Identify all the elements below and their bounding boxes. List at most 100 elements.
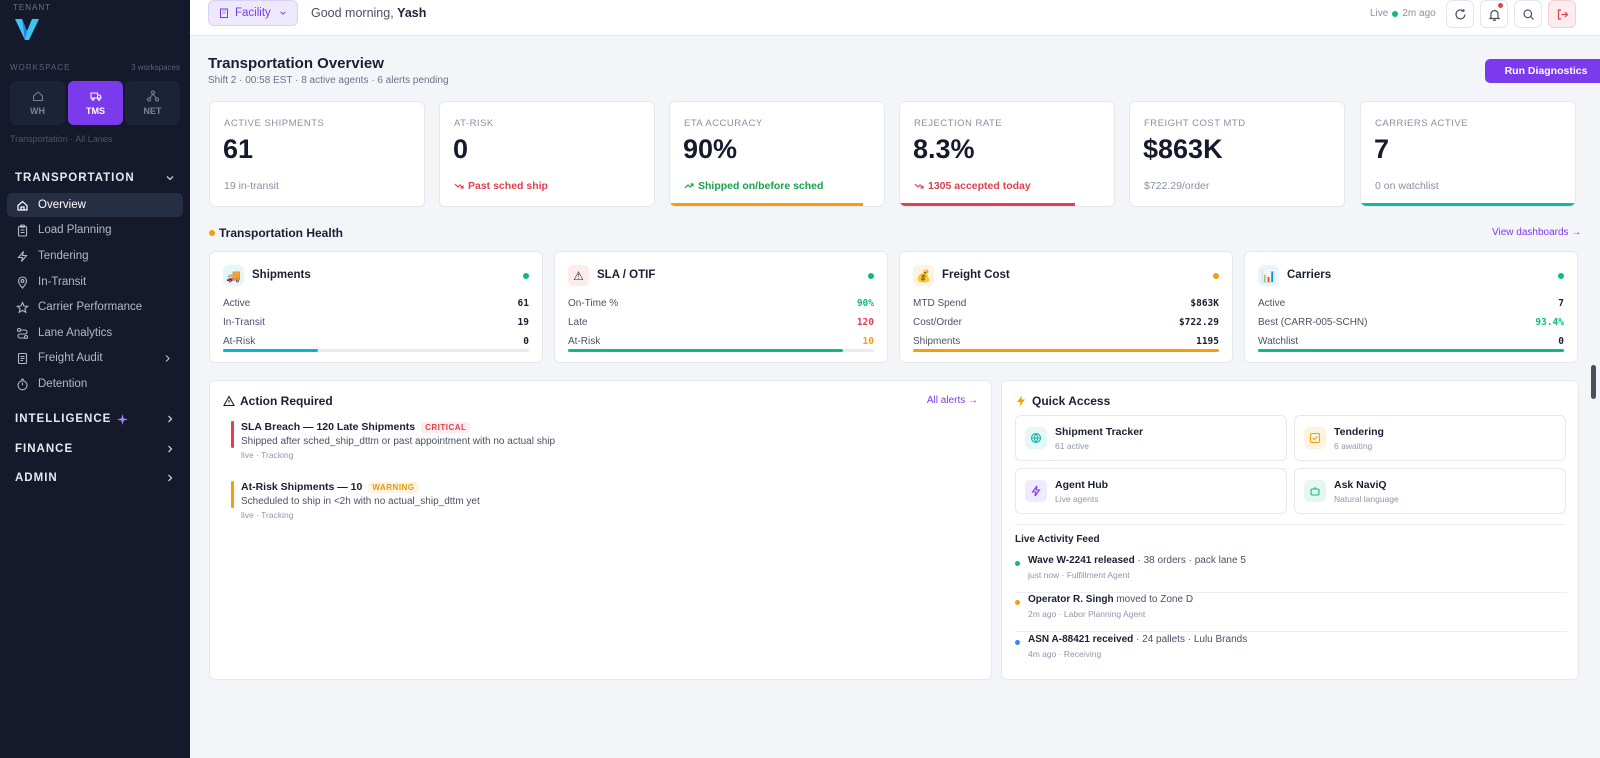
live-time: 2m ago: [1402, 8, 1436, 19]
kpi-progress-bar: [670, 203, 863, 206]
section-transportation[interactable]: TRANSPORTATION: [15, 172, 175, 184]
activity-meta: 2m ago · Labor Planning Agent: [1028, 609, 1146, 619]
nav-item-label: In-Transit: [38, 276, 87, 288]
section-intelligence-label: INTELLIGENCE: [15, 413, 112, 425]
divider: [1015, 524, 1565, 525]
kpi-card[interactable]: ETA ACCURACY 90% Shipped on/before sched: [669, 101, 885, 207]
workspace-net-button[interactable]: NET: [125, 81, 180, 125]
health-card-shipments[interactable]: 🚚 Shipments Active 61 In-Transit 19 At-Risk 0: [209, 251, 543, 363]
alert-item[interactable]: SLA Breach — 120 Late Shipments CRITICAL S…: [231, 421, 991, 460]
card-icon: 🚚: [223, 265, 244, 286]
quick-access-tendering[interactable]: Tendering 6 awaiting: [1294, 415, 1566, 461]
nav-item-label: Freight Audit: [38, 352, 103, 364]
section-intelligence[interactable]: INTELLIGENCE: [15, 413, 175, 425]
view-dashboards-link[interactable]: View dashboards →: [1492, 227, 1582, 238]
bell-icon: [1488, 9, 1500, 21]
activity-feed-item[interactable]: Wave W-2241 released · 38 orders · pack …: [1015, 555, 1567, 593]
section-finance-label: FINANCE: [15, 443, 74, 455]
nav-item-detention[interactable]: Detention: [7, 372, 183, 396]
alert-item[interactable]: At-Risk Shipments — 10 WARNING Scheduled t…: [231, 481, 991, 520]
section-status-dot: [209, 230, 215, 236]
card-icon: ⚠: [568, 265, 589, 286]
activity-feed-item[interactable]: Operator R. Singh moved to Zone D 2m ago …: [1015, 594, 1567, 632]
kpi-card[interactable]: FREIGHT COST MTD $863K $722.29/order: [1129, 101, 1345, 207]
all-alerts-link[interactable]: All alerts →: [926, 395, 978, 406]
severity-rail: [231, 481, 234, 508]
health-metric-row: At-Risk 0: [223, 336, 529, 347]
route-icon: [16, 327, 29, 339]
page-subtitle: Shift 2 · 00:58 EST · 8 active agents · …: [208, 75, 449, 86]
health-section-title: Transportation Health: [219, 226, 344, 240]
alert-description: Shipped after sched_ship_dttm or past ap…: [241, 436, 556, 447]
chevron-right-icon: [168, 445, 173, 453]
activity-text: Operator R. Singh moved to Zone D: [1028, 594, 1567, 605]
metric-value: 0: [1558, 336, 1564, 347]
kpi-subtext: 19 in-transit: [224, 180, 279, 192]
health-card-sla-otif[interactable]: ⚠ SLA / OTIF On-Time % 90% Late 120 At-Risk 10: [554, 251, 888, 363]
card-title: Carriers: [1287, 269, 1332, 281]
activity-meta: 4m ago · Receiving: [1028, 649, 1102, 659]
section-admin[interactable]: ADMIN: [15, 472, 175, 484]
nav-item-label: Overview: [38, 199, 86, 211]
logout-button[interactable]: [1548, 0, 1576, 28]
kpi-card[interactable]: CARRIERS ACTIVE 7 0 on watchlist: [1360, 101, 1576, 207]
activity-subject: Operator R. Singh: [1028, 594, 1114, 605]
receipt-icon: [17, 352, 28, 364]
nav-item-load-planning[interactable]: Load Planning: [7, 218, 183, 242]
logout-icon: [1557, 8, 1568, 20]
quick-access-shipment-tracker[interactable]: Shipment Tracker 61 active: [1015, 415, 1287, 461]
trend-up-icon: [684, 183, 694, 189]
kpi-card[interactable]: REJECTION RATE 8.3% 1305 accepted today: [899, 101, 1115, 207]
kpi-value: 90%: [683, 134, 738, 164]
kpi-value: 7: [1374, 134, 1390, 164]
kpi-subtext: Shipped on/before sched: [684, 180, 823, 192]
kpi-label: ETA ACCURACY: [684, 118, 763, 129]
notifications-button[interactable]: [1480, 0, 1508, 28]
workspace-wh-button[interactable]: WH: [10, 81, 65, 125]
card-title: Shipments: [252, 269, 311, 281]
nav-item-lane-analytics[interactable]: Lane Analytics: [7, 321, 183, 345]
app-logo[interactable]: [14, 16, 40, 42]
progress-track: [913, 349, 1219, 352]
kpi-card[interactable]: AT-RISK 0 Past sched ship: [439, 101, 655, 207]
refresh-button[interactable]: [1446, 0, 1474, 28]
quick-access-ask-naviq[interactable]: Ask NaviQ Natural language: [1294, 468, 1566, 514]
page-title: Transportation Overview: [208, 55, 384, 72]
nav-item-in-transit[interactable]: In-Transit: [7, 270, 183, 294]
nav-item-freight-audit[interactable]: Freight Audit: [7, 346, 183, 370]
quick-access-subtitle: Natural language: [1334, 494, 1399, 504]
kpi-card[interactable]: ACTIVE SHIPMENTS 61 19 in-transit: [209, 101, 425, 207]
workspace-tms-button[interactable]: TMS: [68, 81, 123, 125]
nav-item-tendering[interactable]: Tendering: [7, 244, 183, 268]
progress-fill: [568, 349, 844, 352]
quick-access-agent-hub[interactable]: Agent Hub Live agents: [1015, 468, 1287, 514]
chevron-right-icon: [168, 415, 173, 423]
section-admin-label: ADMIN: [15, 472, 58, 484]
activity-subject: Wave W-2241 released: [1028, 555, 1135, 566]
search-button[interactable]: [1514, 0, 1542, 28]
kpi-subtext-label: 1305 accepted today: [928, 180, 1031, 192]
facility-selector[interactable]: Facility: [208, 0, 298, 26]
metric-value: 10: [862, 336, 874, 347]
kpi-value: 0: [453, 134, 469, 164]
page-scrollbar[interactable]: [1591, 365, 1596, 399]
kpi-subtext-label: Past sched ship: [468, 180, 548, 192]
metric-label: Cost/Order: [913, 317, 962, 328]
workspace-tms-label: TMS: [86, 106, 105, 116]
run-diagnostics-button[interactable]: Run Diagnostics: [1485, 59, 1600, 83]
metric-label: Watchlist: [1258, 336, 1299, 347]
health-metric-row: Shipments 1195: [913, 336, 1219, 347]
metric-value: 1195: [1196, 336, 1219, 347]
activity-dot: [1015, 561, 1020, 566]
metric-label: MTD Spend: [913, 298, 967, 309]
status-dot: [868, 273, 874, 279]
activity-feed-item[interactable]: ASN A-88421 received · 24 pallets · Lulu…: [1015, 634, 1567, 672]
activity-text: Wave W-2241 released · 38 orders · pack …: [1028, 555, 1567, 566]
health-card-carriers[interactable]: 📊 Carriers Active 7 Best (CARR-005-SCHN) 93.4…: [1244, 251, 1578, 363]
section-finance[interactable]: FINANCE: [15, 443, 175, 455]
nav-item-overview[interactable]: Overview: [7, 193, 183, 217]
health-card-freight-cost[interactable]: 💰 Freight Cost MTD Spend $863K Cost/Order $72…: [899, 251, 1233, 363]
nav-item-carrier-performance[interactable]: Carrier Performance: [7, 295, 183, 319]
timer-icon: [17, 378, 28, 390]
sparkle-icon: [117, 413, 129, 425]
